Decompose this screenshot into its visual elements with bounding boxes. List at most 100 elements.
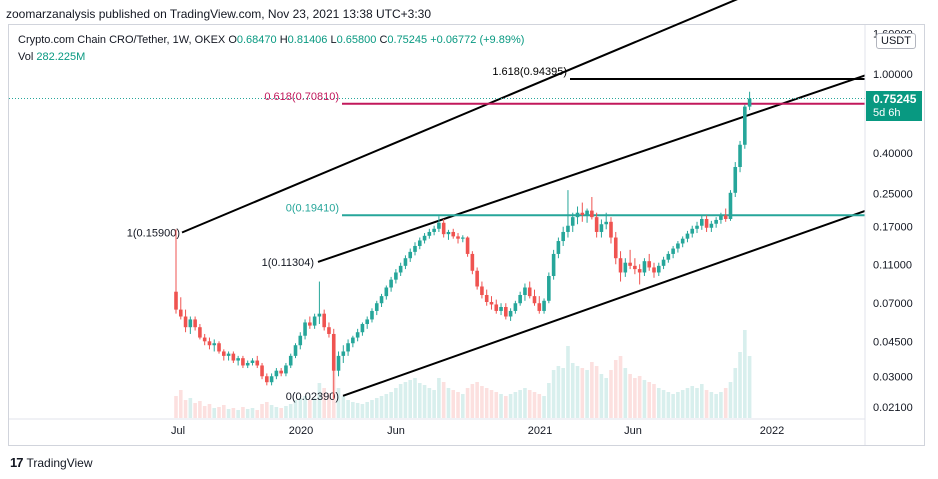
candle-body [226, 353, 231, 356]
candle-body [260, 365, 264, 377]
volume-bar [532, 392, 537, 418]
candle-body [422, 235, 427, 241]
candle-body [212, 343, 217, 346]
volume-bar [202, 406, 207, 418]
volume-bar [365, 402, 369, 418]
candle-body [599, 224, 604, 232]
volume-bar [637, 376, 642, 418]
volume-bar [695, 388, 699, 418]
candle-body [590, 210, 594, 218]
candle-body [312, 316, 317, 326]
candle-body [394, 272, 398, 280]
candle-body [508, 310, 513, 317]
y-tick-label: 0.04500 [873, 336, 913, 348]
candle-body [475, 270, 479, 287]
volume-bar [570, 363, 575, 418]
volume-bar [279, 408, 283, 418]
x-tick-label: Jul [171, 425, 185, 437]
volume-bar [374, 398, 379, 418]
volume-bar [360, 404, 365, 418]
candle-body [628, 262, 632, 266]
y-tick-label: 0.11000 [873, 259, 912, 271]
footer-brand[interactable]: 17 TradingView [10, 455, 93, 470]
channel-middle-line [317, 74, 866, 263]
volume-bar [398, 384, 403, 418]
volume-bar [604, 378, 608, 418]
candle-body [284, 365, 288, 374]
candle-body [714, 219, 718, 224]
candle-body [676, 243, 680, 249]
candle-body [336, 355, 341, 371]
candle-body [417, 240, 422, 246]
volume-bar [465, 388, 470, 418]
x-tick-label: 2022 [760, 425, 784, 437]
candle-body [241, 358, 245, 366]
candle-body [709, 223, 714, 228]
volume-bar [351, 402, 355, 418]
volume-bar [556, 366, 561, 418]
volume-bar [231, 408, 236, 418]
volume-bar [647, 382, 652, 418]
anchor-annotation: 1(0.15900) [127, 228, 180, 240]
volume-bar [527, 390, 532, 418]
candle-body [384, 287, 389, 297]
candle-body [523, 287, 527, 296]
volume-bar [580, 368, 585, 418]
volume-bar [680, 390, 685, 418]
volume-bar [389, 392, 393, 418]
symbol-name: Crypto.com Chain CRO/Tether, 1W, OKEX [18, 34, 226, 46]
axis-layer: 1.600001.000000.400000.250000.170000.110… [9, 25, 913, 445]
candle-body [470, 253, 475, 271]
candle-body [413, 245, 417, 252]
volume-bar [446, 388, 451, 418]
chart-frame [8, 24, 925, 446]
currency-badge[interactable]: USDT [876, 33, 916, 49]
y-tick-label: 0.40000 [873, 148, 913, 160]
volume-bar [623, 368, 628, 418]
volume-bar [269, 405, 274, 418]
candle-body [355, 332, 360, 338]
candle-body [575, 212, 580, 218]
volume-bar [413, 378, 417, 418]
candle-body [542, 300, 546, 311]
candle-body [298, 335, 303, 346]
candle-body [743, 106, 747, 145]
candle-body [374, 303, 379, 311]
candle-body [351, 337, 355, 344]
candle-body [499, 306, 503, 311]
volume-bar [547, 383, 551, 418]
close-value: 0.75245 [387, 34, 428, 46]
candle-body [547, 275, 551, 301]
volume-bar [245, 409, 250, 418]
volume-bar [709, 392, 714, 418]
channel-upper-line [181, 0, 738, 234]
volume-bar [441, 382, 446, 418]
volume-bar [666, 392, 671, 418]
volume-legend: Vol 282.225M [18, 51, 85, 63]
candle-body [236, 358, 240, 361]
candle-body [308, 322, 312, 326]
candle-body [480, 286, 484, 296]
volume-bar [518, 390, 522, 418]
volume-bar [317, 383, 322, 418]
volume-bar [265, 402, 269, 418]
volume-bar [260, 404, 264, 418]
fib-levels-layer: 1.618(0.94395) 0.618(0.70810) 0(0.19410) 1(… [127, 66, 865, 403]
volume-bar [255, 410, 260, 418]
channel-lower-line [342, 209, 866, 397]
candle-body [484, 295, 489, 302]
candle-body [365, 319, 369, 325]
candle-body [174, 291, 178, 310]
volume-bar [341, 396, 346, 418]
publish-header: zoomarzanalysis published on TradingView… [6, 7, 432, 21]
candle-body [432, 228, 436, 232]
candle-body [637, 269, 642, 273]
candle-body [331, 333, 336, 371]
volume-bar [298, 398, 303, 418]
volume-bar [499, 394, 503, 418]
volume-bar [198, 401, 202, 418]
candle-body [360, 324, 365, 333]
volume-bar [618, 356, 623, 418]
volume-bar [633, 378, 637, 418]
